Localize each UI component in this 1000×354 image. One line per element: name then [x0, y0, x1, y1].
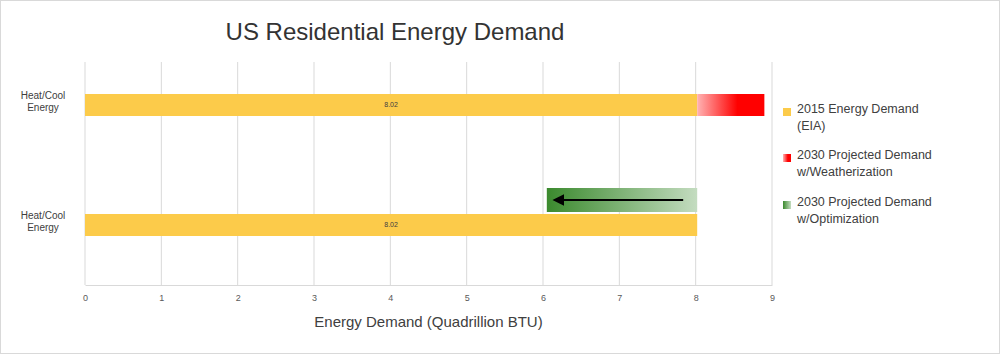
legend-label: 2030 Projected Demand w/Weatherization: [796, 148, 932, 179]
x-tick-label: 6: [541, 293, 546, 303]
text-line: 2015 Energy Demand: [797, 102, 919, 116]
y-tick-label: Heat/CoolEnergy: [21, 90, 65, 113]
data-labels: 8.02 8.02: [384, 101, 398, 228]
text-line: Heat/Cool: [21, 90, 65, 101]
x-tick: 8: [694, 285, 699, 303]
x-tick: 4: [388, 285, 393, 303]
legend-swatch: [783, 201, 791, 209]
legend-swatch: [783, 108, 791, 116]
data-label: 8.02: [384, 221, 398, 228]
projection-box: [547, 188, 697, 212]
x-tick: 1: [159, 285, 164, 303]
text-line: Heat/Cool: [21, 210, 65, 221]
x-tick-label: 0: [83, 293, 88, 303]
x-tick-label: 7: [617, 293, 622, 303]
x-axis-line: [86, 285, 773, 286]
x-axis-title: Energy Demand (Quadrillion BTU): [314, 313, 542, 330]
marks: [85, 94, 764, 236]
text-line: Energy: [27, 102, 59, 113]
data-label: 8.02: [384, 101, 398, 108]
legend-item: 2030 Projected Demand w/Weatherization: [783, 148, 932, 179]
x-tick: 0: [83, 285, 88, 303]
legend-swatch: [783, 154, 791, 162]
text-line: 2030 Projected Demand: [797, 195, 932, 209]
x-tick-label: 2: [236, 293, 241, 303]
x-tick: 5: [465, 285, 470, 303]
legend-label: 2015 Energy Demand (EIA): [797, 102, 919, 133]
grid: [85, 62, 772, 285]
y-axis: Heat/CoolEnergyHeat/CoolEnergy: [21, 46, 86, 286]
chart: US Residential Energy Demand 0 1 2 3 4 5 6 7 8 9 He…: [0, 0, 1000, 354]
x-tick: 2: [236, 285, 241, 303]
y-tick-label: Heat/CoolEnergy: [21, 210, 65, 233]
legend-item: 2030 Projected Demand w/Optimization: [783, 195, 932, 226]
text-line: (EIA): [797, 119, 825, 133]
y-tick: Heat/CoolEnergy: [21, 210, 85, 233]
x-tick-label: 8: [694, 293, 699, 303]
text-line: 2030 Projected Demand: [797, 148, 932, 162]
title: US Residential Energy Demand: [226, 18, 565, 45]
bar: [85, 214, 697, 236]
legend-label: 2030 Projected Demand w/Optimization: [796, 195, 932, 226]
arrow: [555, 199, 683, 201]
x-tick-label: 9: [770, 293, 775, 303]
text-line: w/Optimization: [796, 212, 879, 226]
x-tick: 6: [541, 285, 546, 303]
x-tick: 9: [770, 285, 775, 303]
text-line: w/Weatherization: [796, 165, 893, 179]
x-axis: 0 1 2 3 4 5 6 7 8 9: [83, 285, 775, 303]
legend: 2015 Energy Demand (EIA) 2030 Projected De…: [783, 102, 932, 226]
grid-line: [772, 62, 773, 285]
text-line: Energy: [27, 222, 59, 233]
x-tick-label: 1: [159, 293, 164, 303]
legend-item: 2015 Energy Demand (EIA): [783, 102, 919, 133]
projection-bar: [697, 94, 764, 116]
x-tick-label: 3: [312, 293, 317, 303]
x-tick-label: 5: [465, 293, 470, 303]
x-tick-label: 4: [388, 293, 393, 303]
x-tick: 7: [617, 285, 622, 303]
x-tick: 3: [312, 285, 317, 303]
y-tick: Heat/CoolEnergy: [21, 90, 85, 113]
y-axis-line: [85, 46, 86, 286]
bar: [85, 94, 697, 116]
background: [1, 1, 1000, 354]
